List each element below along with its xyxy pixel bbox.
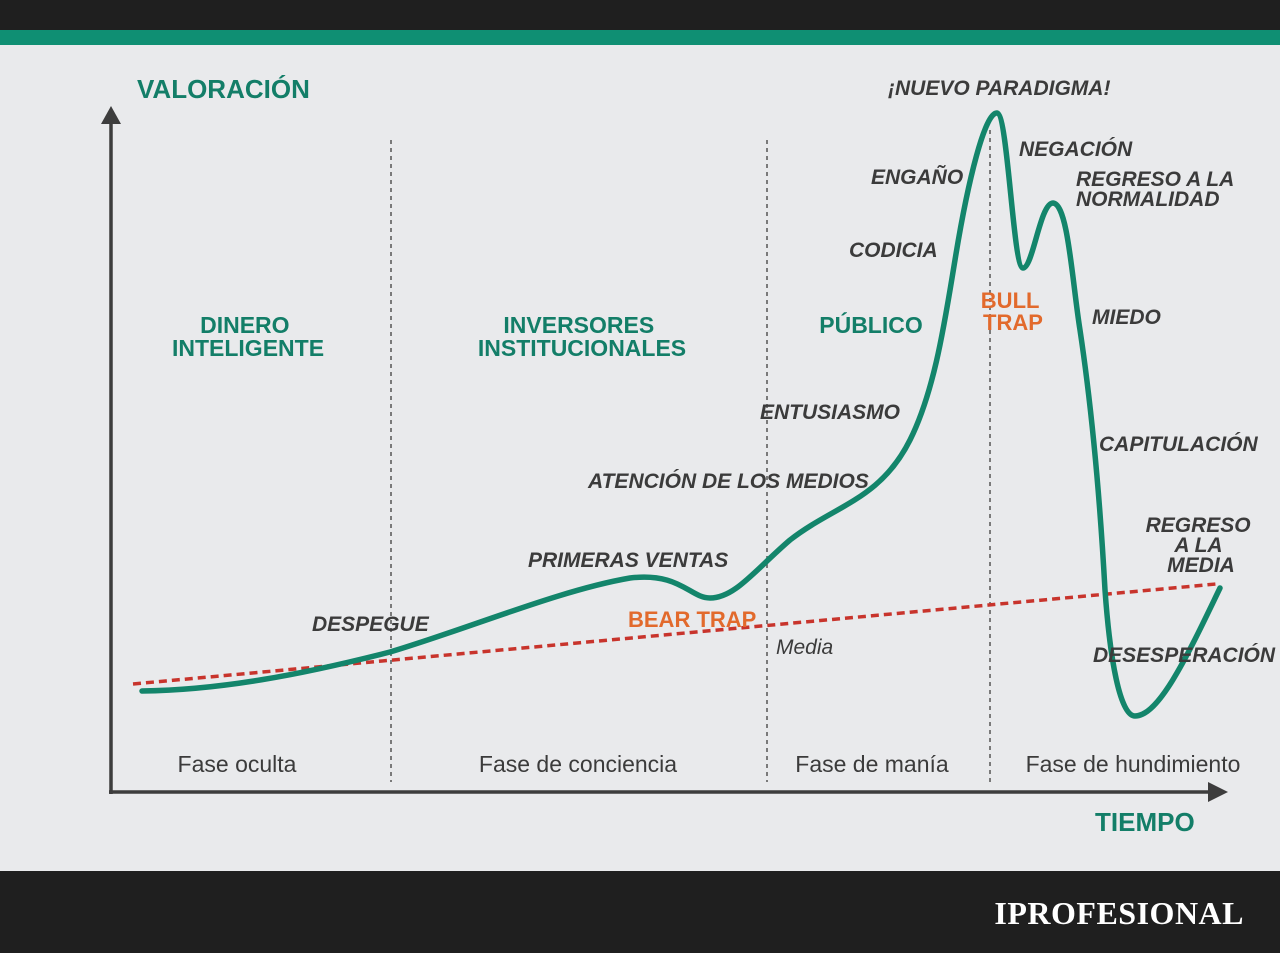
phase-hundimiento: Fase de hundimiento [1026,751,1241,777]
stage-regreso-media: REGRESO A LA MEDIA [1146,514,1257,577]
mean-line [132,582,1217,686]
bear-trap-label: BEAR TRAP [628,607,756,632]
stage-nuevo-paradigma: ¡NUEVO PARADIGMA! [888,77,1110,100]
top-accent-stripe [0,30,1280,45]
y-axis-title: VALORACIÓN [137,74,310,104]
y-axis-arrow-icon [101,106,121,124]
group-dinero-inteligente: DINERO INTELIGENTE [172,312,324,361]
x-axis-arrow-icon [1208,782,1228,802]
phase-oculta: Fase oculta [178,751,297,777]
stage-negacion: NEGACIÓN [1019,137,1133,161]
phase-conciencia: Fase de conciencia [479,751,677,777]
stage-primeras-ventas: PRIMERAS VENTAS [528,549,728,572]
bull-trap-label: BULL TRAP [981,288,1045,335]
stage-despegue: DESPEGUE [312,613,430,636]
stage-regreso-normalidad: REGRESO A LA NORMALIDAD [1076,168,1239,211]
group-inversores-institucionales: INVERSORES INSTITUCIONALES [478,312,686,361]
stage-miedo: MIEDO [1092,306,1161,329]
cycle-curve [139,110,1223,719]
stage-entusiasmo: ENTUSIASMO [760,401,900,424]
stage-codicia: CODICIA [849,239,938,262]
top-bar [0,0,1280,30]
x-axis-title: TIEMPO [1095,807,1195,837]
stage-engano: ENGAÑO [871,166,963,189]
stage-atencion-medios: ATENCIÓN DE LOS MEDIOS [587,469,869,493]
stage-capitulacion: CAPITULACIÓN [1099,432,1258,456]
stage-desesperacion: DESESPERACIÓN [1093,643,1276,667]
group-publico: PÚBLICO [819,311,923,338]
phase-mania: Fase de manía [795,751,949,777]
brand-logo: IPROFESIONAL [994,895,1244,931]
mean-label: Media [776,636,833,659]
footer-bar [0,871,1280,953]
